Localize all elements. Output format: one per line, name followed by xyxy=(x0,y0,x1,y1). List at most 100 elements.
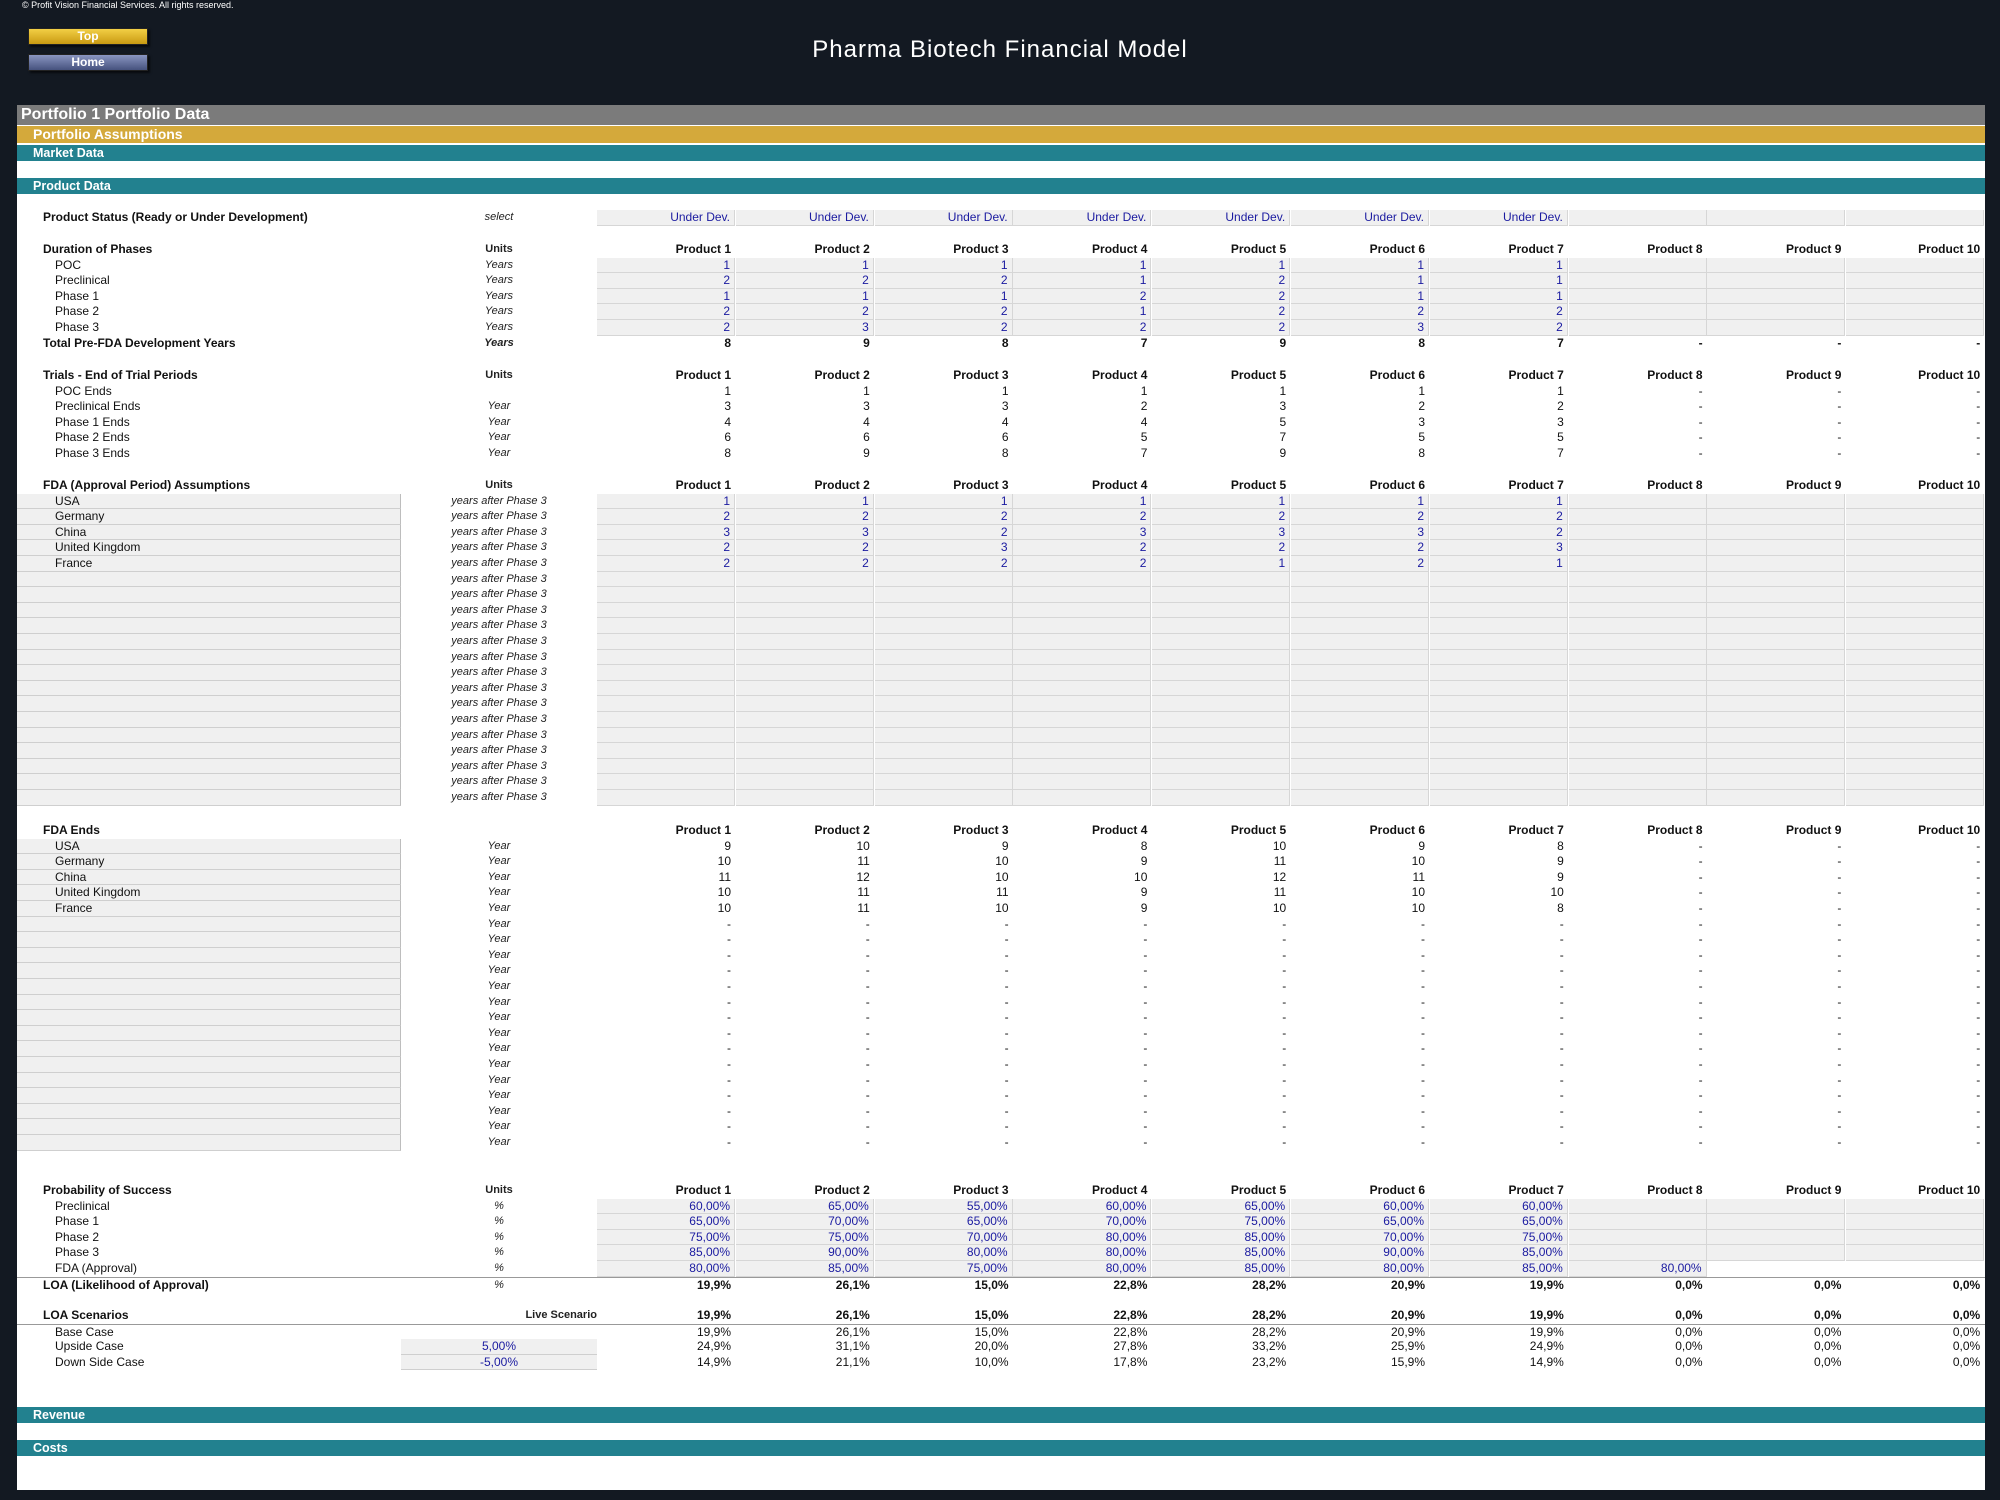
value-cell[interactable] xyxy=(1568,758,1707,775)
value-cell[interactable] xyxy=(1846,587,1985,603)
portfolio-assumptions-band[interactable]: Portfolio Assumptions xyxy=(17,126,1985,143)
status-cell[interactable]: Under Dev. xyxy=(1152,210,1291,226)
value-cell[interactable] xyxy=(1707,727,1846,744)
value-cell[interactable]: 80,00% xyxy=(1568,1261,1707,1277)
value-cell[interactable] xyxy=(1568,634,1707,650)
value-cell[interactable] xyxy=(1568,320,1707,336)
value-cell[interactable]: 90,00% xyxy=(1291,1245,1429,1261)
value-cell[interactable]: 1 xyxy=(597,257,735,274)
value-cell[interactable]: 1 xyxy=(1291,288,1429,305)
value-cell[interactable] xyxy=(735,790,874,806)
value-cell[interactable]: 2 xyxy=(1429,320,1568,336)
value-cell[interactable]: 1 xyxy=(597,288,735,305)
value-cell[interactable]: 2 xyxy=(597,320,735,336)
value-cell[interactable]: 65,00% xyxy=(874,1214,1013,1230)
value-cell[interactable] xyxy=(1568,1214,1707,1230)
value-cell[interactable]: 2 xyxy=(1152,273,1291,289)
value-cell[interactable] xyxy=(1152,774,1291,790)
value-cell[interactable] xyxy=(1568,790,1707,806)
value-cell[interactable]: 2 xyxy=(874,524,1013,541)
value-cell[interactable] xyxy=(874,618,1013,634)
value-cell[interactable] xyxy=(1568,273,1707,289)
value-cell[interactable] xyxy=(1013,758,1152,775)
value-cell[interactable] xyxy=(597,696,735,712)
value-cell[interactable] xyxy=(1291,634,1429,650)
value-cell[interactable] xyxy=(874,680,1013,697)
status-cell[interactable]: Under Dev. xyxy=(874,210,1013,226)
value-cell[interactable] xyxy=(1707,712,1846,728)
value-cell[interactable] xyxy=(1846,602,1985,619)
scenario-adjustment-input[interactable]: -5,00% xyxy=(401,1354,597,1371)
value-cell[interactable] xyxy=(1846,1245,1985,1261)
value-cell[interactable]: 2 xyxy=(1152,304,1291,320)
value-cell[interactable] xyxy=(1707,571,1846,588)
value-cell[interactable] xyxy=(1707,304,1846,320)
value-cell[interactable]: 2 xyxy=(1429,509,1568,525)
value-cell[interactable] xyxy=(1846,696,1985,712)
value-cell[interactable] xyxy=(1291,587,1429,603)
value-cell[interactable] xyxy=(1429,587,1568,603)
value-cell[interactable] xyxy=(1846,288,1985,305)
costs-band[interactable]: Costs xyxy=(17,1440,1985,1456)
value-cell[interactable] xyxy=(1152,665,1291,681)
value-cell[interactable] xyxy=(1846,790,1985,806)
value-cell[interactable]: 1 xyxy=(1013,273,1152,289)
status-cell[interactable]: Under Dev. xyxy=(1291,210,1429,226)
value-cell[interactable] xyxy=(1707,540,1846,556)
value-cell[interactable] xyxy=(1152,790,1291,806)
value-cell[interactable]: 2 xyxy=(1291,540,1429,556)
value-cell[interactable] xyxy=(1152,649,1291,666)
value-cell[interactable]: 2 xyxy=(1152,288,1291,305)
value-cell[interactable] xyxy=(1291,618,1429,634)
value-cell[interactable]: 70,00% xyxy=(1013,1214,1152,1230)
value-cell[interactable]: 1 xyxy=(1429,257,1568,274)
value-cell[interactable] xyxy=(1568,556,1707,572)
value-cell[interactable] xyxy=(1846,509,1985,525)
value-cell[interactable] xyxy=(874,587,1013,603)
value-cell[interactable]: 75,00% xyxy=(735,1229,874,1246)
value-cell[interactable] xyxy=(1707,602,1846,619)
value-cell[interactable]: 3 xyxy=(1291,524,1429,541)
value-cell[interactable]: 3 xyxy=(1429,540,1568,556)
value-cell[interactable]: 2 xyxy=(597,509,735,525)
value-cell[interactable] xyxy=(1568,665,1707,681)
value-cell[interactable] xyxy=(1429,696,1568,712)
value-cell[interactable] xyxy=(735,696,874,712)
value-cell[interactable]: 3 xyxy=(597,524,735,541)
value-cell[interactable] xyxy=(1429,618,1568,634)
value-cell[interactable] xyxy=(1846,743,1985,759)
status-cell[interactable]: Under Dev. xyxy=(597,210,735,226)
value-cell[interactable] xyxy=(1291,680,1429,697)
value-cell[interactable] xyxy=(1846,493,1985,510)
value-cell[interactable]: 2 xyxy=(735,273,874,289)
value-cell[interactable] xyxy=(735,649,874,666)
value-cell[interactable] xyxy=(1568,712,1707,728)
status-cell[interactable]: Under Dev. xyxy=(1429,210,1568,226)
value-cell[interactable] xyxy=(1707,649,1846,666)
value-cell[interactable]: 2 xyxy=(1429,524,1568,541)
value-cell[interactable] xyxy=(1152,758,1291,775)
value-cell[interactable] xyxy=(597,774,735,790)
value-cell[interactable] xyxy=(1013,602,1152,619)
value-cell[interactable] xyxy=(1707,1245,1846,1261)
value-cell[interactable]: 85,00% xyxy=(1152,1245,1291,1261)
value-cell[interactable] xyxy=(1707,758,1846,775)
value-cell[interactable] xyxy=(735,602,874,619)
value-cell[interactable] xyxy=(1568,727,1707,744)
value-cell[interactable] xyxy=(597,790,735,806)
value-cell[interactable] xyxy=(1707,1229,1846,1246)
value-cell[interactable]: 2 xyxy=(874,320,1013,336)
status-cell[interactable]: Under Dev. xyxy=(735,210,874,226)
value-cell[interactable] xyxy=(735,680,874,697)
value-cell[interactable] xyxy=(597,649,735,666)
value-cell[interactable]: 65,00% xyxy=(735,1198,874,1215)
value-cell[interactable]: 70,00% xyxy=(1291,1229,1429,1246)
value-cell[interactable]: 1 xyxy=(735,257,874,274)
value-cell[interactable] xyxy=(1707,1198,1846,1215)
value-cell[interactable] xyxy=(1707,524,1846,541)
value-cell[interactable]: 80,00% xyxy=(1291,1261,1429,1277)
value-cell[interactable] xyxy=(1152,743,1291,759)
value-cell[interactable] xyxy=(1846,257,1985,274)
value-cell[interactable] xyxy=(1707,556,1846,572)
value-cell[interactable] xyxy=(1013,727,1152,744)
